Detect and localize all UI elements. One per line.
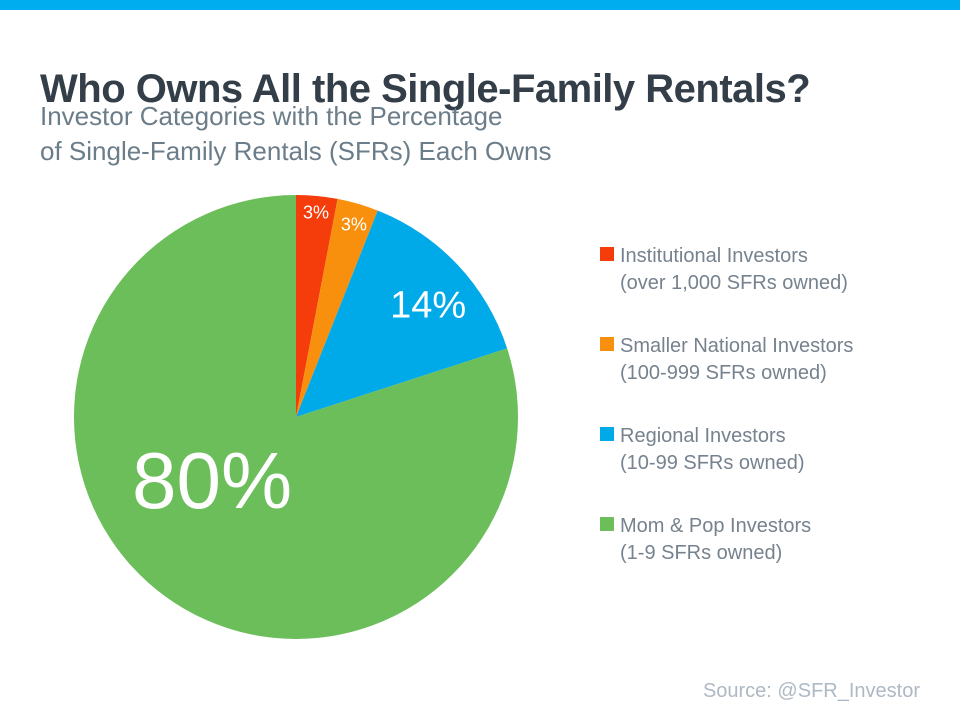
legend-item-range: (1-9 SFRs owned) [620,542,783,564]
legend-item-institutional: Institutional Investors (over 1,000 SFRs… [600,243,853,297]
legend-item-name: Smaller National Investors [620,335,854,357]
pie-slice-3 [74,195,518,639]
legend-marker-smaller-national-icon [600,337,614,351]
legend-item-range: (100-999 SFRs owned) [620,362,827,384]
page-title: Who Owns All the Single-Family Rentals? [40,66,811,111]
pie-slice-label-2: 14% [390,284,466,326]
legend: Institutional Investors (over 1,000 SFRs… [600,243,853,567]
legend-item-mom-and-pop: Mom & Pop Investors (1-9 SFRs owned) [600,513,853,567]
legend-item-regional: Regional Investors (10-99 SFRs owned) [600,423,853,477]
pie-slice-1 [296,198,378,417]
legend-item-name: Regional Investors [620,425,786,447]
top-accent-bar [0,0,960,10]
pie-slice-label-3: 80% [132,436,292,525]
legend-marker-institutional-icon [600,247,614,261]
legend-item-name: Institutional Investors [620,245,808,267]
legend-marker-mom-and-pop-icon [600,517,614,531]
page-subtitle-line-1: Investor Categories with the Percentage [40,101,503,131]
pie-chart-container: 3% 3% 14% 80% [74,195,518,639]
pie-slice-label-0: 3% [303,202,329,222]
source-credit: Source: @SFR_Investor [702,680,920,702]
page-subtitle-line-2: of Single-Family Rentals (SFRs) Each Own… [40,136,552,166]
page-subtitle: Investor Categories with the Percentage … [40,99,551,169]
legend-marker-regional-icon [600,427,614,441]
pie-slice-2 [296,210,508,417]
legend-item-name: Mom & Pop Investors [620,515,812,537]
pie-chart: 3% 3% 14% 80% [74,195,518,639]
pie-slice-0 [296,195,338,417]
pie-slice-label-1: 3% [341,214,367,234]
legend-item-range: (over 1,000 SFRs owned) [620,272,848,294]
legend-item-range: (10-99 SFRs owned) [620,452,805,474]
legend-item-smaller-national: Smaller National Investors (100-999 SFRs… [600,333,853,387]
